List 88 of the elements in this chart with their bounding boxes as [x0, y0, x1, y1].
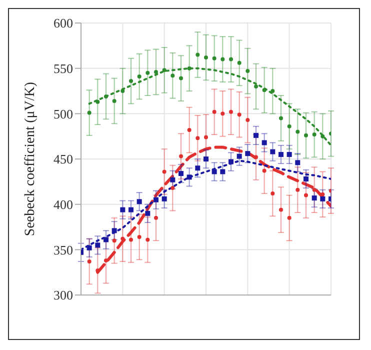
y-tick-label: 600	[54, 16, 73, 31]
point	[196, 136, 200, 140]
point	[228, 159, 234, 164]
point	[229, 110, 233, 114]
line-series	[96, 146, 331, 274]
y-tick-label: 300	[54, 288, 73, 303]
point	[129, 79, 133, 84]
point	[120, 236, 125, 241]
point	[279, 116, 283, 120]
point	[162, 196, 167, 202]
point	[212, 56, 216, 60]
point	[104, 258, 108, 263]
point	[129, 238, 133, 242]
point	[279, 208, 283, 212]
point	[296, 130, 300, 134]
point	[179, 154, 183, 158]
point	[179, 76, 183, 80]
point	[128, 207, 134, 212]
point	[304, 133, 308, 138]
point	[287, 216, 292, 220]
point	[86, 245, 92, 250]
point	[137, 74, 142, 78]
point	[304, 176, 308, 182]
point	[320, 192, 325, 196]
point	[162, 170, 166, 174]
y-tick-label: 450	[54, 152, 73, 167]
point	[220, 169, 226, 174]
point	[104, 94, 108, 98]
point	[237, 60, 242, 65]
point	[237, 112, 242, 117]
point	[187, 128, 192, 132]
point	[236, 154, 242, 159]
point	[154, 216, 158, 220]
point	[120, 89, 125, 93]
point	[278, 152, 284, 157]
point	[312, 132, 316, 137]
point	[162, 68, 166, 72]
point	[154, 197, 158, 202]
point	[262, 140, 267, 146]
point	[87, 259, 92, 264]
point	[170, 74, 175, 78]
point	[254, 155, 258, 160]
point	[246, 118, 250, 122]
point	[270, 191, 275, 196]
point	[262, 168, 266, 173]
point	[146, 70, 150, 75]
point	[320, 196, 326, 202]
point	[87, 110, 92, 115]
point	[295, 160, 300, 166]
line-series	[88, 67, 331, 146]
point	[212, 169, 217, 174]
point	[154, 70, 158, 74]
point	[146, 238, 150, 242]
point	[246, 69, 250, 74]
point	[170, 177, 176, 182]
y-tick-label: 350	[54, 242, 73, 258]
y-tick-label: 500	[54, 106, 73, 122]
point	[204, 55, 208, 60]
point	[286, 152, 292, 157]
point	[112, 98, 116, 103]
point	[212, 110, 216, 114]
point	[254, 84, 258, 88]
point	[136, 199, 142, 204]
point	[270, 149, 276, 154]
point	[262, 88, 266, 92]
point	[270, 89, 275, 93]
point	[178, 171, 184, 176]
point	[187, 66, 192, 70]
point	[304, 193, 308, 198]
point	[196, 52, 200, 57]
point	[186, 174, 192, 180]
point	[220, 112, 225, 116]
point	[245, 151, 250, 156]
point	[137, 234, 142, 239]
point	[204, 135, 208, 140]
point	[320, 134, 325, 138]
point	[287, 124, 292, 128]
y-tick-label: 400	[54, 196, 73, 212]
point	[195, 166, 200, 171]
y-axis-title: Seebeck coefficient (μV/K)	[22, 82, 38, 236]
point	[220, 57, 225, 62]
y-tick-label: 550	[54, 60, 73, 76]
point	[120, 207, 126, 212]
point	[312, 195, 317, 200]
point	[112, 228, 117, 234]
point	[296, 188, 300, 192]
point	[96, 100, 100, 104]
point	[229, 57, 233, 62]
